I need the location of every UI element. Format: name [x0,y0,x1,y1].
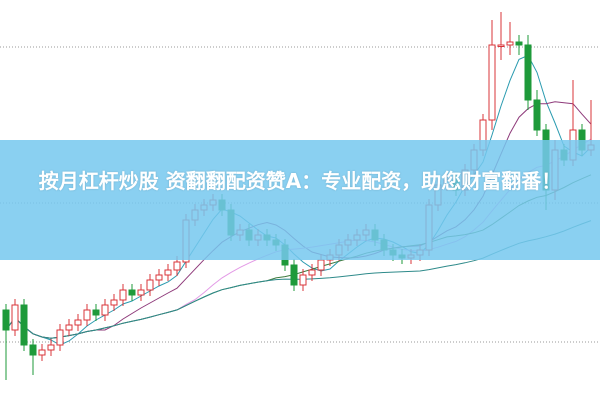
candle-down [92,309,100,316]
candle-down [128,289,136,296]
candle-up [497,44,505,47]
candle-up [47,344,55,351]
banner-text: 按月杠杆炒股 资翻翻配资赞A：专业配资，助您财富翻番！ [38,169,562,193]
candle-up [308,269,316,276]
candle-down [20,304,28,346]
candle-up [38,349,46,356]
candle-up [299,274,307,286]
candle-up [56,329,64,346]
candle-up [83,309,91,321]
candle-up [137,289,145,296]
candle-up [11,304,19,331]
candle-down [524,44,532,101]
candle-up [155,274,163,281]
candle-up [65,324,73,331]
candle-down [515,41,523,46]
candle-up [164,269,172,276]
candle-up [488,44,496,121]
candle-down [29,344,37,356]
banner-overlay [0,140,600,260]
candle-up [173,261,181,271]
candle-up [74,319,82,326]
candle-up [506,41,514,46]
candle-up [317,259,325,271]
candle-down [533,99,541,131]
candle-down [290,264,298,286]
candle-down [2,309,10,331]
candle-up [101,304,109,316]
candle-up [110,299,118,306]
candle-up [146,279,154,291]
candle-up [119,289,127,301]
